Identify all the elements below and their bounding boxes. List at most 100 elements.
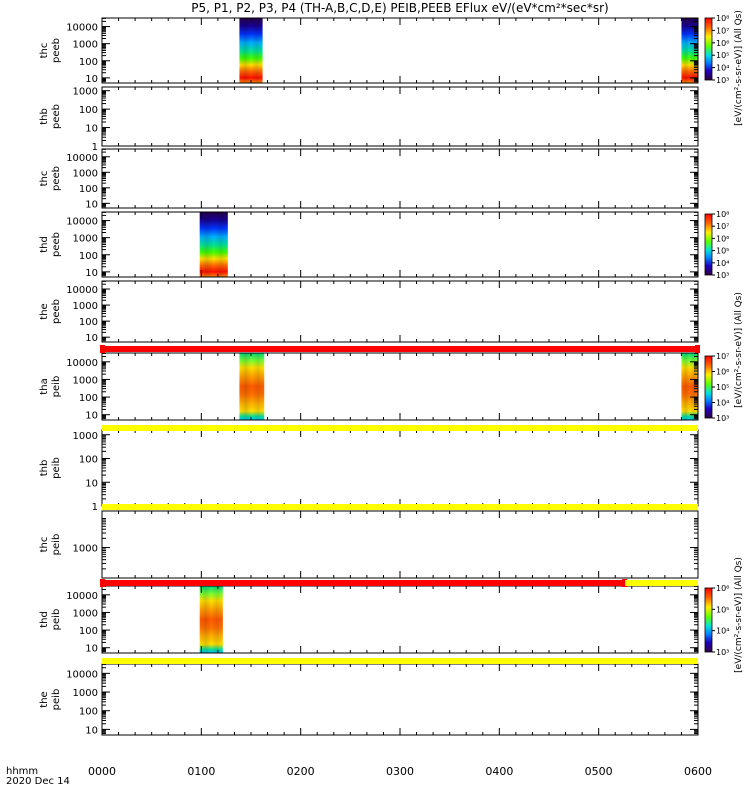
colorbar-tha-peeb: 10³ 10⁴ 10⁵ 10⁶ 10⁷ 10⁸ (704, 14, 729, 85)
y-tick-label: 10 (85, 411, 98, 422)
panel-frame (101, 280, 699, 343)
x-tick-label: 0100 (187, 765, 215, 778)
panel-thd-peeb: 10 100 1000 10000 thd peeb (39, 211, 699, 279)
y-tick-label: 10 (85, 74, 98, 85)
flag-marker (695, 345, 700, 353)
y-tick-label: 1000 (73, 301, 98, 312)
y-tick-label: 10000 (66, 591, 98, 602)
flag-segment-red (102, 580, 626, 586)
colorbar-tick-label: 10⁷ (716, 222, 729, 231)
colorbar-scale (704, 587, 713, 653)
y-tick-label: 100 (79, 317, 98, 328)
colorbar-tick-label: 10⁴ (716, 64, 729, 73)
panel-frame (101, 429, 699, 507)
colorbar-unit-label: [eV/(cm²-s-sr-eV)] (All Qs) (734, 10, 744, 126)
colorbar-unit-label: [eV/(cm²-s-sr-eV)] (All Qs) (734, 292, 744, 408)
x-tick-label: 0600 (684, 765, 712, 778)
panel-product-label: peeb (51, 38, 62, 63)
x-axis-caption: hhmm (6, 766, 39, 777)
colorbar-tick-label: 10⁶ (716, 584, 729, 593)
y-tick-label: 10 (85, 199, 98, 210)
colorbar-tick-label: 10⁵ (716, 51, 729, 60)
panel-frame (101, 148, 699, 209)
colorbar-tick-label: 10³ (716, 271, 729, 280)
y-tick-label: 1000 (73, 40, 98, 51)
colorbar-tha-peib: 10³ 10⁴ 10⁵ 10⁶ 10⁷ (704, 352, 729, 423)
date-caption: 2020 Dec 14 (6, 776, 70, 787)
panel-frame (101, 211, 699, 278)
block-texture (239, 353, 265, 420)
y-tick-label: 10 (85, 124, 98, 135)
y-tick-label: 10000 (66, 669, 98, 680)
y-tick-label: 1000 (73, 87, 98, 98)
x-tick-label: 0200 (287, 765, 315, 778)
panel-tha-peeb: 10 100 1000 10000 thc peeb (39, 17, 699, 85)
panel-probe-label: thc (39, 171, 50, 187)
colorbar-tick-label: 10⁶ (716, 234, 729, 243)
flag-segment-red (102, 346, 698, 352)
panel-thb-peib: 1 10 100 1000 thb peib (39, 429, 699, 513)
y-tick-label: 1000 (73, 608, 98, 619)
flag-marker (100, 579, 105, 587)
y-tick-label: 10000 (66, 23, 98, 34)
panel-the-peeb: 10 100 1000 10000 the peeb (39, 280, 699, 344)
flag-segment-yellow (102, 504, 698, 510)
panel-probe-label: the (39, 303, 50, 319)
colorbar-tick-label: 10⁷ (716, 352, 729, 361)
colorbar-tick-label: 10⁵ (716, 605, 729, 614)
panel-product-label: peeb (51, 232, 62, 257)
flag-bar (100, 345, 700, 353)
panel-thb-peeb: 1 10 100 1000 thb peeb (39, 86, 699, 153)
y-tick-label: 1000 (73, 431, 98, 442)
flag-marker (100, 345, 105, 353)
panel-probe-label: thc (39, 537, 50, 553)
y-tick-label: 1000 (73, 688, 98, 699)
colorbar-tick-label: 10⁵ (716, 383, 729, 392)
panel-product-label: peeb (51, 299, 62, 324)
colorbar-tick-label: 10⁷ (716, 26, 729, 35)
panel-product-label: peib (51, 609, 62, 631)
panel-product-label: peeb (51, 104, 62, 129)
panel-probe-label: the (39, 691, 50, 707)
y-tick-label: 100 (79, 393, 98, 404)
panel-thc-peib: 1000 thc peib (39, 510, 699, 579)
flag-bar (102, 504, 698, 510)
colorbar-tick-label: 10³ (716, 76, 729, 85)
panel-product-label: peib (51, 376, 62, 398)
panel-frame (101, 352, 699, 421)
colorbar-scale (704, 355, 713, 419)
colorbar-thd-peeb: 10³ 10⁴ 10⁵ 10⁶ 10⁷ 10⁸ (704, 210, 729, 280)
y-tick-label: 10 (85, 333, 98, 344)
panel-thd-peib: 10 100 1000 10000 thd peib (39, 585, 699, 655)
panel-product-label: peeb (51, 166, 62, 191)
flag-segment-yellow (102, 425, 698, 431)
block-texture (199, 212, 228, 277)
y-tick-label: 10 (85, 478, 98, 489)
y-tick-label: 1000 (73, 168, 98, 179)
flag-bar (102, 658, 698, 664)
flag-segment-yellow (625, 580, 698, 586)
panel-frame (101, 663, 699, 736)
flag-marker (622, 579, 628, 587)
y-tick-label: 1000 (73, 375, 98, 386)
colorbar-unit-label: [eV/(cm²-s-sr-eV)] (All Qs) (734, 557, 744, 673)
colorbar-tick-label: 10⁸ (716, 210, 729, 219)
flag-segment-yellow (102, 658, 698, 664)
panel-product-label: peib (51, 534, 62, 556)
panel-thc-peeb: 10 100 1000 10000 thc peeb (39, 148, 699, 210)
block-texture (681, 18, 698, 83)
colorbar-tick-label: 10⁸ (716, 14, 729, 23)
plot-title: P5, P1, P2, P3, P4 (TH-A,B,C,D,E) PEIB,P… (191, 1, 609, 15)
y-tick-label: 100 (79, 626, 98, 637)
panel-frame (101, 510, 699, 579)
panel-the-peib: 10 100 1000 10000 the peib (39, 663, 699, 736)
y-tick-label: 1000 (73, 234, 98, 245)
x-tick-label: 0300 (386, 765, 414, 778)
flag-bar (100, 579, 698, 587)
y-tick-label: 100 (79, 105, 98, 116)
x-tick-label: 0000 (88, 765, 116, 778)
colorbar-tick-label: 10⁴ (716, 399, 729, 408)
panel-frame (101, 585, 699, 654)
y-tick-label: 1000 (73, 544, 98, 555)
